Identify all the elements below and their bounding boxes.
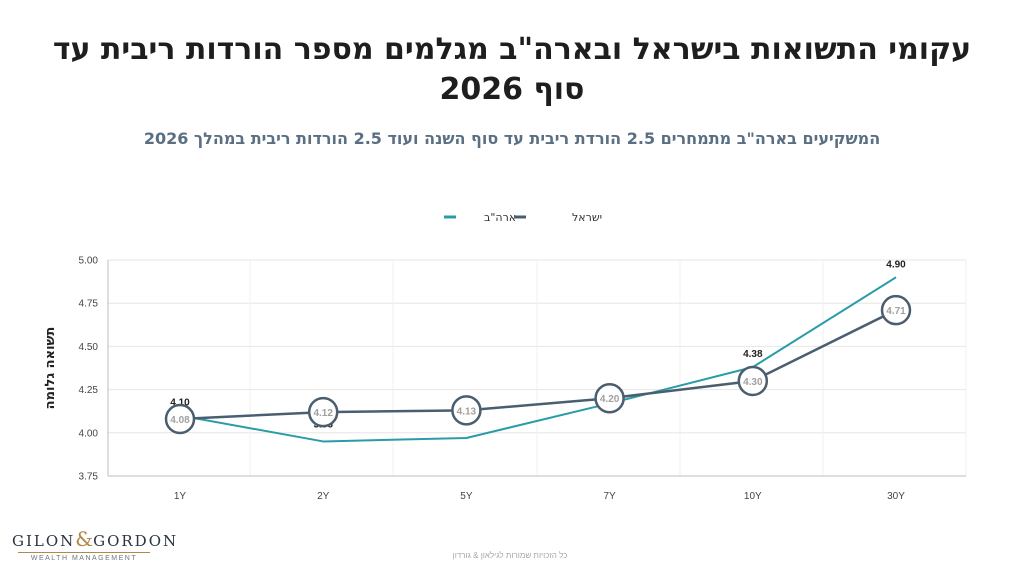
logo-wordmark: GILON&GORDON bbox=[12, 527, 176, 551]
x-tick-label: 1Y bbox=[174, 491, 187, 502]
series-line bbox=[179, 276, 897, 443]
x-tick-label: 7Y bbox=[603, 491, 616, 502]
data-label-us: 4.90 bbox=[886, 259, 906, 270]
y-tick-label: 5.00 bbox=[79, 256, 99, 267]
data-label-israel: 4.71 bbox=[886, 306, 906, 317]
data-label-israel: 4.08 bbox=[170, 415, 190, 426]
y-tick-label: 4.25 bbox=[79, 385, 99, 396]
logo-rule bbox=[18, 552, 150, 553]
data-label-israel: 4.12 bbox=[313, 408, 333, 419]
data-point-israel bbox=[737, 365, 769, 397]
data-point-israel bbox=[880, 294, 912, 326]
data-point-israel bbox=[451, 395, 482, 426]
data-point-israel bbox=[594, 382, 625, 414]
series-line bbox=[179, 308, 897, 421]
logo-ampersand: & bbox=[75, 527, 94, 551]
data-label-israel: 4.20 bbox=[600, 394, 620, 405]
legend-label: ארה"ב bbox=[484, 211, 516, 224]
logo-left: GILON bbox=[12, 532, 76, 550]
series-layer: 4.103.954.384.904.084.124.134.204.304.71 bbox=[164, 259, 912, 443]
data-point-israel bbox=[307, 396, 339, 428]
y-tick-label: 3.75 bbox=[79, 472, 99, 483]
chart-title: עקומי התשואות בישראל ובארה"ב מגלמים מספר… bbox=[52, 32, 972, 107]
x-tick-label: 10Y bbox=[744, 491, 762, 502]
legend: ארה"ב ישראל bbox=[444, 211, 602, 224]
x-tick-label: 30Y bbox=[887, 491, 905, 502]
y-tick-label: 4.50 bbox=[79, 342, 99, 353]
data-point-israel bbox=[164, 403, 196, 435]
copyright-footer: כל הזכויות שמורות לגילאון & גורדון bbox=[452, 551, 568, 560]
data-label-us: 4.10 bbox=[170, 398, 190, 409]
axis-layer: 3.75 4.00 4.25 4.50 4.75 5.00 1Y 2Y 5Y 7Y 10Y 30Y תש… bbox=[43, 256, 966, 502]
data-label-israel: 4.13 bbox=[457, 406, 477, 417]
grid-layer bbox=[107, 259, 967, 477]
y-axis-title: תשואה גלומה bbox=[43, 327, 58, 410]
legend-label: ישראל bbox=[572, 211, 602, 224]
y-tick-label: 4.00 bbox=[79, 428, 99, 439]
chart-subtitle: המשקיעים בארה"ב מתמחרים 2.5 הורדת ריבית … bbox=[143, 129, 881, 148]
data-label-israel: 4.30 bbox=[743, 377, 763, 388]
logo-right: GORDON bbox=[93, 532, 179, 550]
y-tick-label: 4.75 bbox=[79, 299, 99, 310]
data-label-us: 4.38 bbox=[743, 349, 763, 360]
company-logo: GILON&GORDON WEALTH MANAGEMENT bbox=[12, 527, 176, 562]
x-tick-label: 5Y bbox=[460, 491, 473, 502]
x-tick-label: 2Y bbox=[317, 491, 330, 502]
logo-subtitle: WEALTH MANAGEMENT bbox=[30, 555, 138, 562]
